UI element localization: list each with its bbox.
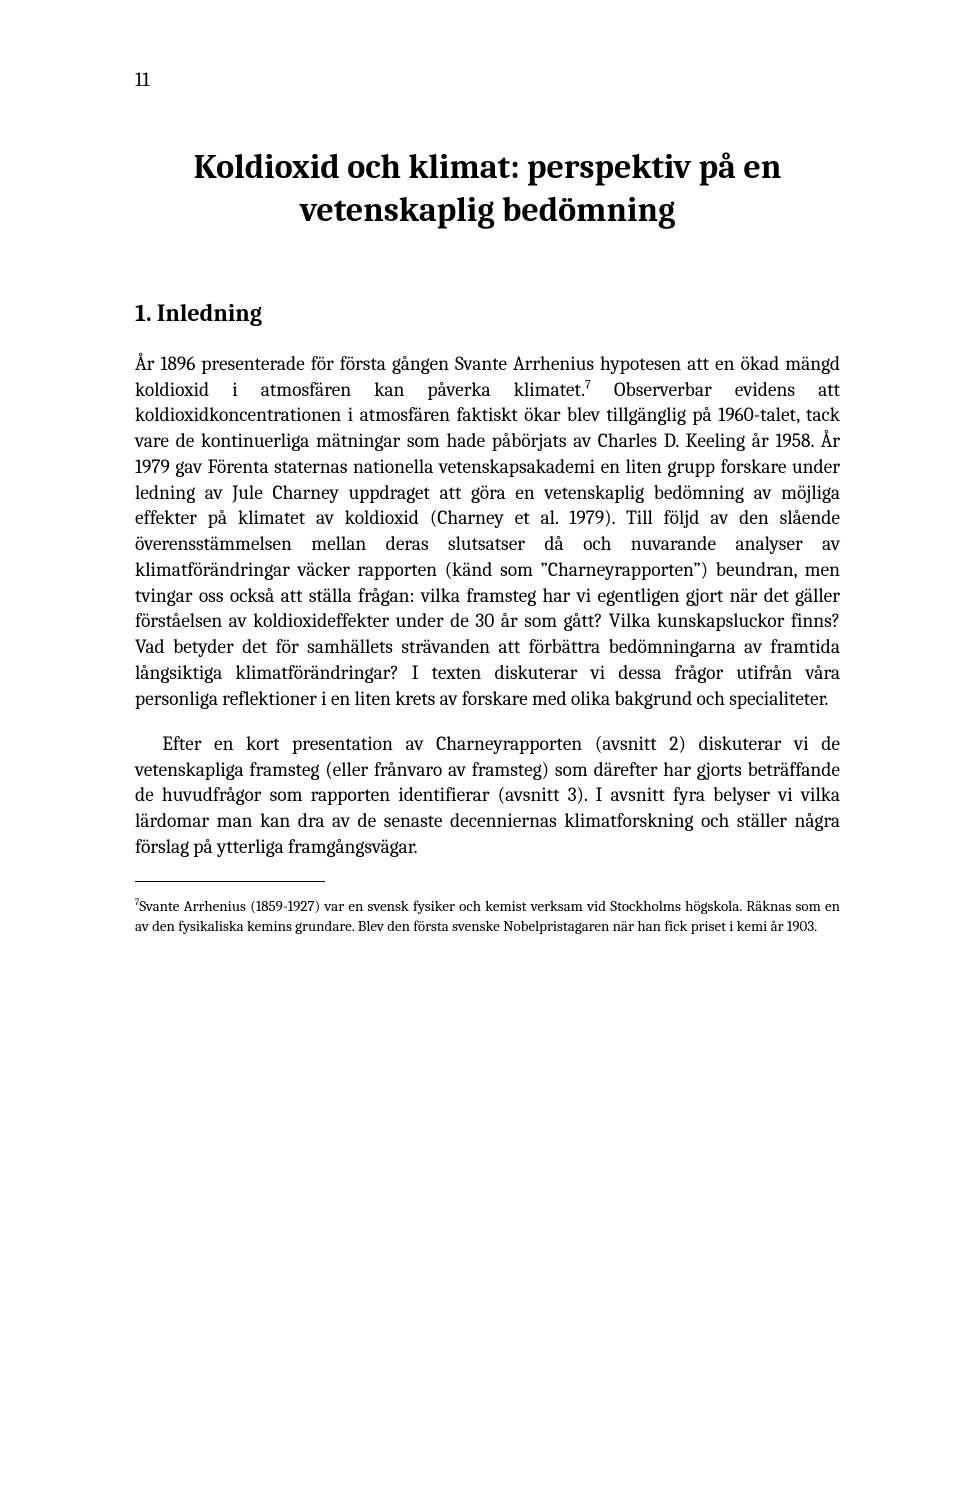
section-number: 1. (135, 299, 152, 327)
page: 11 Koldioxid och klimat: perspektiv på e… (0, 0, 960, 936)
body-paragraph-2: Efter en kort presentation av Charneyrap… (135, 731, 840, 860)
body-paragraph-1: År 1896 presenterade för första gången S… (135, 351, 840, 711)
page-title: Koldioxid och klimat: perspektiv på en v… (178, 146, 798, 231)
page-number: 11 (135, 68, 840, 91)
body-para1-run2: Observerbar evidens att koldioxidkoncent… (135, 378, 840, 710)
section-heading: 1. Inledning (135, 299, 840, 327)
footnote-text: Svante Arrhenius (1859-1927) var en sven… (135, 897, 840, 934)
footnote-7: 7Svante Arrhenius (1859-1927) var en sve… (135, 897, 840, 935)
footnote-separator (135, 881, 325, 882)
section-heading-text: Inledning (157, 299, 262, 327)
